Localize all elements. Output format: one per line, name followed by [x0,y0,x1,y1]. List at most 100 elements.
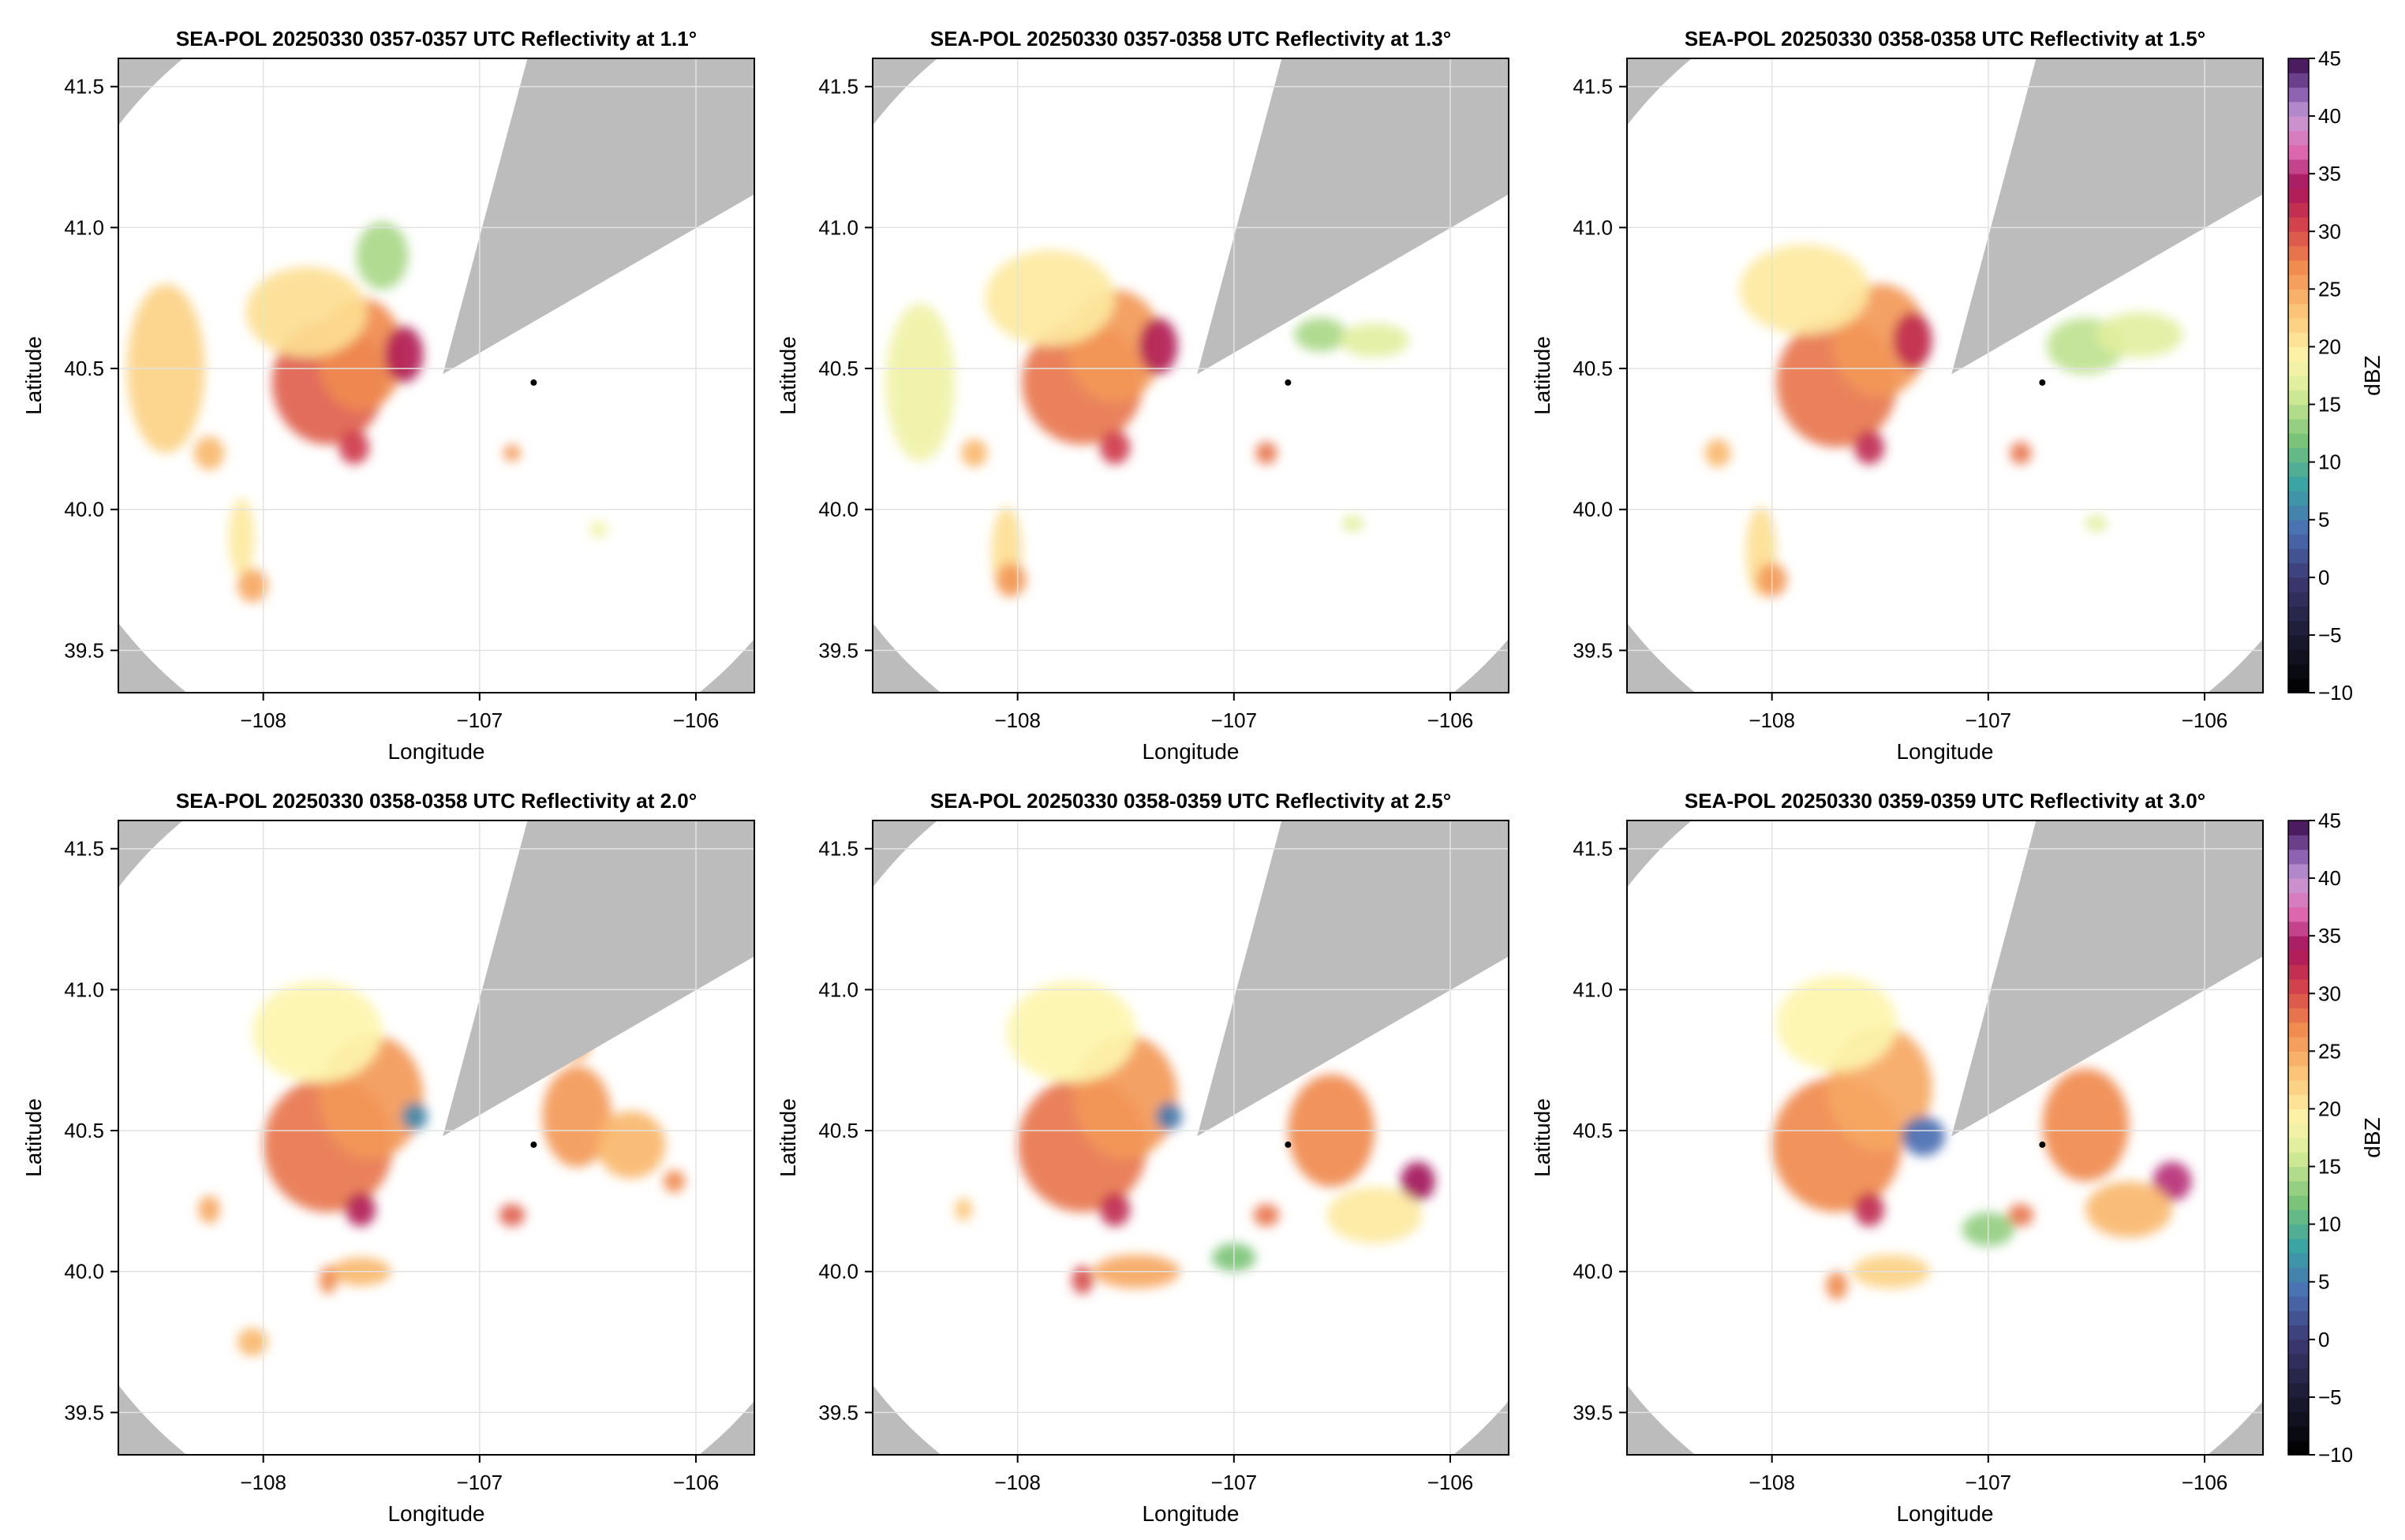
x-tick-label: −106 [673,1471,720,1494]
reflectivity-cell [885,303,956,462]
y-tick-label: 40.0 [64,1260,104,1284]
reflectivity-cell [503,444,521,462]
colorbar-segment [2288,1253,2309,1269]
colorbar-segment [2288,144,2309,160]
colorbar-segment [2288,849,2309,865]
colorbar-tick-label: 35 [2318,924,2341,948]
reflectivity-cell [955,1198,973,1221]
y-tick-label: 41.5 [64,75,104,99]
radar-site-marker [2039,379,2046,386]
y-tick-label: 40.5 [64,1119,104,1142]
colorbar-segment [2288,1426,2309,1441]
y-tick-label: 40.5 [1573,357,1613,380]
reflectivity-cell [345,1192,376,1227]
colorbar-tick-label: 20 [2318,1097,2341,1120]
colorbar-segment [2288,1354,2309,1369]
y-tick-label: 41.0 [64,215,104,239]
colorbar-tick-label: 40 [2318,866,2341,890]
colorbar-segment [2288,577,2309,592]
reflectivity-cell [319,1265,337,1295]
y-tick-label: 41.5 [1573,837,1613,861]
x-tick-label: −107 [457,708,503,732]
colorbar-segment [2288,58,2309,73]
colorbar-segment [2288,87,2309,103]
reflectivity-cell [1006,981,1137,1083]
reflectivity-cell [2007,1203,2034,1227]
colorbar-segment [2288,231,2309,247]
y-tick-label: 40.0 [818,498,858,521]
reflectivity-cell [252,981,383,1083]
reflectivity-cell [596,1111,666,1179]
colorbar-segment [2288,649,2309,665]
panel-title: SEA-POL 20250330 0357-0358 UTC Reflectiv… [930,27,1451,50]
colorbar-tick-label: −5 [2318,623,2342,647]
colorbar-segment [2288,563,2309,578]
colorbar-segment [2288,275,2309,290]
colorbar-tick-label: 10 [2318,1213,2341,1236]
y-tick-label: 40.0 [1573,1260,1613,1284]
y-tick-label: 41.5 [818,837,858,861]
plot-frame [872,58,1509,693]
x-axis-label: Longitude [1142,1501,1239,1526]
y-axis-label: Latitude [776,336,800,415]
plot-frame [872,820,1509,1456]
colorbar-frame [2287,820,2310,1456]
reflectivity-cell [1099,1192,1131,1227]
colorbar-segment [2288,491,2309,506]
colorbar-tick-label: 45 [2318,809,2341,832]
reflectivity-cell [1902,1116,1945,1157]
y-tick-label: 39.5 [64,1400,104,1424]
radar-coverage-area [873,820,1509,1455]
y-tick-label: 41.0 [64,977,104,1001]
reflectivity-cell [1294,317,1347,352]
x-tick-label: −108 [1749,1471,1795,1494]
plot-frame [1626,58,2264,693]
x-tick-label: −107 [1211,1471,1258,1494]
reflectivity-cell [1253,1203,1280,1227]
colorbar-segment [2288,476,2309,492]
colorbar-segment [2288,534,2309,549]
y-axis-label: Latitude [776,1098,800,1177]
x-tick-label: −106 [2182,708,2228,732]
radar-panel-1: −108 −107 −106 39.5 40.0 40.5 41.0 41.5 SEA-POL … [21,27,755,764]
radar-panel-5: −108 −107 −106 39.5 40.0 40.5 41.0 41.5 SEA-POL … [776,789,1509,1526]
y-tick-label: 39.5 [1573,638,1613,662]
y-tick-label: 40.0 [64,498,104,521]
reflectivity-cell [2096,312,2183,357]
colorbar-segment [2288,592,2309,607]
colorbar-segment [2288,361,2309,376]
colorbar-label: dBZ [2360,355,2384,395]
y-tick-label: 40.5 [64,357,104,380]
colorbar-segment [2288,376,2309,391]
y-tick-label: 41.5 [1573,75,1613,99]
reflectivity-cell [996,563,1027,597]
x-tick-label: −108 [994,708,1041,732]
colorbar-segment [2288,1382,2309,1398]
reflectivity-cell [402,1102,428,1131]
x-tick-label: −107 [1966,1471,2012,1494]
x-tick-label: −107 [1211,708,1258,732]
x-axis-label: Longitude [1142,739,1239,764]
reflectivity-cell [961,439,988,468]
x-axis-label: Longitude [1896,1501,1993,1526]
colorbar-segment [2288,1037,2309,1052]
reflectivity-cell [1400,1161,1435,1202]
x-axis-label: Longitude [387,739,484,764]
x-tick-label: −108 [1749,708,1795,732]
colorbar-segment [2288,1440,2309,1456]
colorbar-segment [2288,663,2309,679]
reflectivity-cell [1255,441,1277,465]
colorbar-segment [2288,936,2309,951]
y-axis-label: Latitude [21,1098,46,1177]
colorbar-segment [2288,964,2309,980]
reflectivity-cell [1776,975,1898,1072]
colorbar-segment [2288,1325,2309,1340]
colorbar-segment [2288,678,2309,693]
reflectivity-cell [1340,323,1409,357]
colorbar-segment [2288,303,2309,319]
colorbar-segment [2288,505,2309,521]
reflectivity-field [955,981,1435,1295]
colorbar-tick-label: 30 [2318,219,2341,243]
y-axis-label: Latitude [1530,1098,1554,1177]
colorbar-segment [2288,993,2309,1009]
